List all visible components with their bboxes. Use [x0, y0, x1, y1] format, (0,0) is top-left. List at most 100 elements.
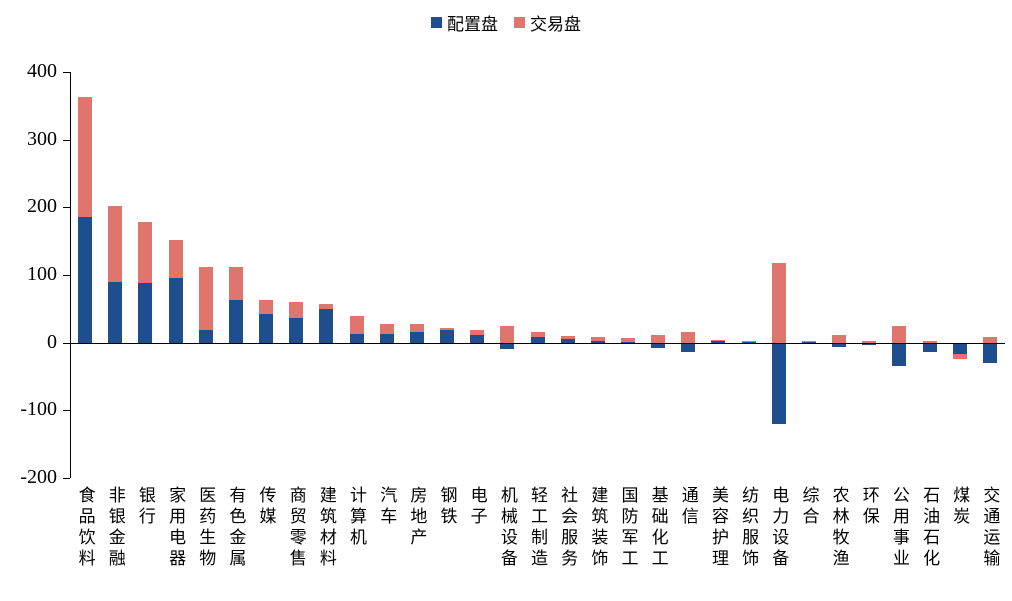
bar-segment [379, 323, 394, 334]
x-axis-category-label: 传媒 [256, 486, 276, 528]
bar-segment [108, 205, 123, 282]
bar-segment [319, 308, 334, 343]
bar-segment [349, 315, 364, 334]
bar-segment [620, 341, 635, 343]
x-axis-category-label: 电力设备 [769, 486, 789, 570]
bar-segment [198, 266, 213, 330]
bar-segment [108, 281, 123, 343]
y-axis-tick [63, 410, 70, 412]
zero-axis-line [70, 342, 1005, 344]
x-axis-category-label: 机械设备 [497, 486, 517, 570]
bar-segment [711, 340, 726, 343]
bar-segment [228, 266, 243, 301]
legend-item: 交易盘 [514, 10, 581, 35]
x-axis-category-label: 环保 [859, 486, 879, 528]
bar-segment [409, 331, 424, 343]
bar-segment [470, 329, 485, 335]
bar-segment [892, 325, 907, 343]
bar-segment [832, 334, 847, 343]
bar-segment [379, 333, 394, 343]
x-axis-category-label: 银行 [135, 486, 155, 528]
chart-legend: 配置盘 交易盘 [0, 10, 1012, 35]
x-axis-category-label: 煤炭 [950, 486, 970, 528]
bar-segment [771, 262, 786, 343]
bar-segment [138, 221, 153, 284]
bar-segment [500, 343, 515, 350]
bar-segment [319, 304, 334, 309]
bar-segment [741, 341, 756, 343]
bar-segment [711, 339, 726, 341]
x-axis-category-label: 纺织服饰 [739, 486, 759, 570]
bar-segment [771, 343, 786, 424]
legend-swatch-icon [431, 17, 442, 28]
x-axis-category-label: 建筑装饰 [588, 486, 608, 570]
bar-segment [620, 337, 635, 342]
y-axis-tick-label: 200 [27, 195, 57, 218]
bar-segment [78, 217, 93, 343]
x-axis-category-label: 计算机 [347, 486, 367, 549]
bar-segment [78, 97, 93, 218]
y-axis-tick [63, 207, 70, 209]
bar-segment [651, 334, 666, 343]
legend-label: 配置盘 [447, 15, 498, 34]
bar-segment [741, 340, 756, 342]
x-axis-category-label: 非银金融 [105, 486, 125, 570]
legend-item: 配置盘 [431, 10, 498, 35]
bar-segment [862, 343, 877, 345]
x-axis-category-label: 房地产 [407, 486, 427, 549]
x-axis-category-label: 交通运输 [980, 486, 1000, 570]
bar-segment [801, 341, 816, 343]
x-axis-category-label: 医药生物 [196, 486, 216, 570]
x-axis-category-label: 美容护理 [708, 486, 728, 570]
x-axis-category-label: 汽车 [377, 486, 397, 528]
y-axis-tick-label: 300 [27, 127, 57, 150]
y-axis-tick [63, 139, 70, 141]
bar-segment [259, 313, 274, 343]
bar-segment [440, 330, 455, 343]
bar-segment [892, 343, 907, 366]
y-axis-tick-label: 100 [27, 263, 57, 286]
bar-segment [982, 343, 997, 363]
x-axis-category-label: 建筑材料 [316, 486, 336, 570]
x-axis-category-label: 食品饮料 [75, 486, 95, 570]
bar-segment [500, 325, 515, 343]
x-axis-category-label: 石油石化 [920, 486, 940, 570]
x-axis-category-label: 农林牧渔 [829, 486, 849, 570]
bar-segment [470, 334, 485, 343]
bar-segment [168, 240, 183, 278]
bar-segment [289, 317, 304, 343]
x-axis-category-label: 公用事业 [889, 486, 909, 570]
bar-segment [530, 336, 545, 343]
bar-segment [168, 277, 183, 343]
y-axis-tick [63, 342, 70, 344]
bar-segment [651, 343, 666, 349]
bar-segment [228, 300, 243, 343]
bar-segment [259, 300, 274, 314]
bar-segment [590, 336, 605, 342]
legend-label: 交易盘 [530, 15, 581, 34]
bar-segment [952, 343, 967, 354]
bar-segment [409, 324, 424, 332]
bar-segment [922, 340, 937, 343]
bar-segment [832, 343, 847, 348]
x-axis-category-label: 钢铁 [437, 486, 457, 528]
y-axis-tick-label: 400 [27, 60, 57, 83]
x-axis-category-label: 电子 [467, 486, 487, 528]
y-axis-tick [63, 275, 70, 276]
x-axis-category-label: 轻工制造 [528, 486, 547, 570]
x-axis-category-label: 家用电器 [166, 486, 186, 570]
bar-segment [681, 331, 696, 343]
x-axis-category-label: 综合 [799, 486, 819, 528]
y-axis-tick-label: -200 [20, 466, 57, 489]
bar-segment [982, 336, 997, 343]
y-axis-tick [63, 72, 70, 73]
x-axis-category-label: 有色金属 [226, 486, 246, 570]
bar-segment [349, 333, 364, 343]
legend-swatch-icon [514, 17, 525, 28]
y-axis-tick [63, 478, 70, 479]
bar-segment [289, 302, 304, 318]
bar-segment [530, 331, 545, 337]
bar-segment [138, 283, 153, 343]
bar-segment [560, 335, 575, 340]
